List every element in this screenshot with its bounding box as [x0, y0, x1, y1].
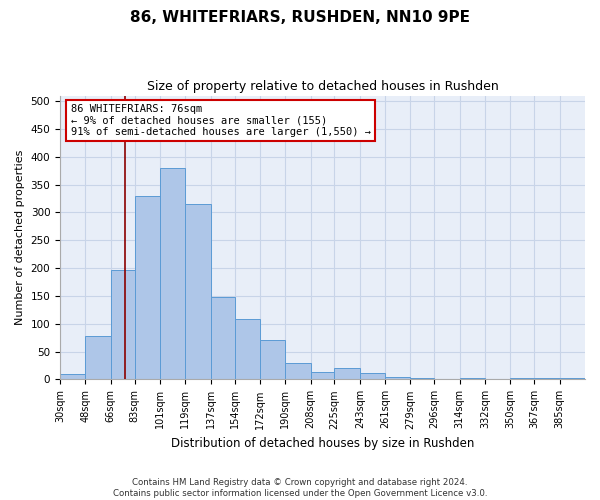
Bar — [85, 336, 110, 380]
Bar — [211, 297, 235, 380]
Title: Size of property relative to detached houses in Rushden: Size of property relative to detached ho… — [146, 80, 499, 93]
Bar — [410, 378, 434, 380]
Bar — [235, 320, 260, 380]
Bar — [60, 374, 85, 380]
Bar — [285, 362, 311, 380]
Text: Contains HM Land Registry data © Crown copyright and database right 2024.
Contai: Contains HM Land Registry data © Crown c… — [113, 478, 487, 498]
Bar — [360, 373, 385, 380]
Bar — [110, 270, 134, 380]
Bar — [385, 376, 410, 380]
Text: 86, WHITEFRIARS, RUSHDEN, NN10 9PE: 86, WHITEFRIARS, RUSHDEN, NN10 9PE — [130, 10, 470, 25]
Bar — [535, 378, 560, 380]
Bar — [311, 372, 334, 380]
Bar — [260, 340, 285, 380]
Bar — [185, 204, 211, 380]
Text: 86 WHITEFRIARS: 76sqm
← 9% of detached houses are smaller (155)
91% of semi-deta: 86 WHITEFRIARS: 76sqm ← 9% of detached h… — [71, 104, 371, 138]
Bar — [460, 378, 485, 380]
Y-axis label: Number of detached properties: Number of detached properties — [15, 150, 25, 325]
Bar — [134, 196, 160, 380]
Bar — [160, 168, 185, 380]
Bar — [334, 368, 360, 380]
Bar — [560, 378, 585, 380]
Bar — [511, 378, 535, 380]
X-axis label: Distribution of detached houses by size in Rushden: Distribution of detached houses by size … — [171, 437, 474, 450]
